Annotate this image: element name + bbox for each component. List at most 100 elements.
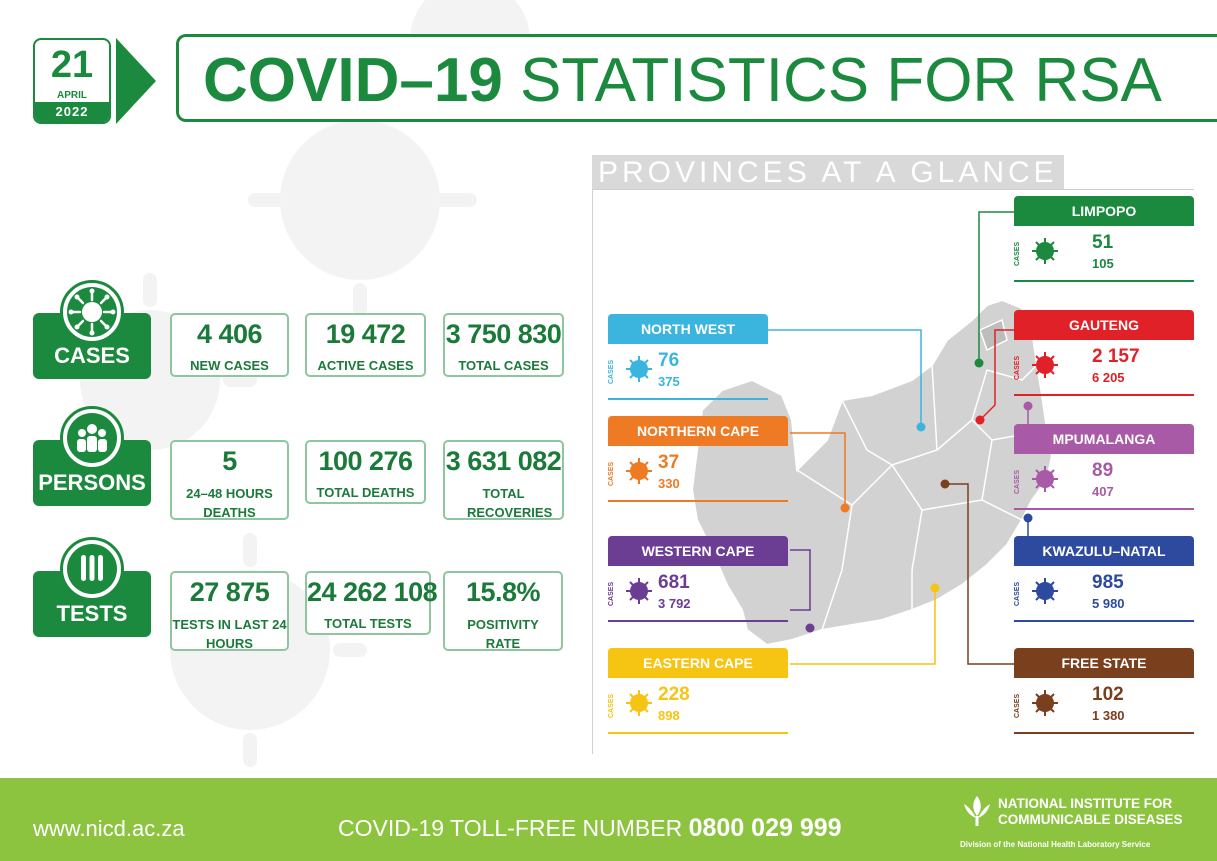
province-underline — [1014, 280, 1194, 282]
cases-vertical-label: CASES — [608, 461, 615, 487]
province-total: 330 — [658, 476, 680, 491]
province-name: FREE STATE — [1014, 648, 1194, 678]
persons-label: PERSONS — [38, 470, 146, 495]
org-name-line1: NATIONAL INSTITUTE FOR — [998, 796, 1173, 811]
province-name: GAUTENG — [1014, 310, 1194, 340]
total-deaths-caption: TOTAL DEATHS — [316, 485, 415, 500]
province-name: NORTHERN CAPE — [608, 416, 788, 446]
active-cases-value: 19 472 — [325, 319, 406, 349]
tests-label: TESTS — [56, 601, 128, 626]
tests-24h-value: 27 875 — [189, 577, 270, 607]
province-total: 5 980 — [1092, 596, 1125, 611]
total-deaths-box: 100 276 TOTAL DEATHS — [305, 440, 426, 504]
tests-24h-caption: TESTS IN LAST 24 HOURS — [172, 617, 287, 651]
new-cases-caption: NEW CASES — [190, 358, 269, 373]
province-card-kwazulu-natal: KWAZULU–NATAL CASES 985 5 980 — [1014, 536, 1194, 646]
total-tests-value: 24 262 108 — [307, 577, 438, 607]
virus-icon — [1032, 578, 1058, 604]
province-name: EASTERN CAPE — [608, 648, 788, 678]
toll-free-label: COVID-19 TOLL-FREE NUMBER — [338, 815, 683, 841]
province-total: 375 — [658, 374, 680, 389]
total-cases-caption: TOTAL CASES — [458, 358, 549, 373]
cases-vertical-label: CASES — [1014, 241, 1021, 267]
province-card-free-state: FREE STATE CASES 102 1 380 — [1014, 648, 1194, 758]
province-new-cases: 76 — [658, 350, 680, 371]
province-card-north-west: NORTH WEST CASES 76 375 — [608, 314, 768, 424]
positivity-value: 15.8% — [465, 577, 541, 607]
cases-label: CASES — [54, 343, 130, 368]
cases-vertical-label: CASES — [1014, 581, 1021, 607]
virus-icon — [626, 458, 652, 484]
org-division: Division of the National Health Laborato… — [960, 840, 1151, 849]
date-year: 2022 — [35, 102, 109, 122]
title-banner: COVID–19 STATISTICS FOR RSA — [176, 34, 1217, 122]
province-total: 6 205 — [1092, 370, 1125, 385]
virus-icon — [1032, 466, 1058, 492]
province-new-cases: 2 157 — [1092, 346, 1140, 367]
province-underline — [1014, 394, 1194, 396]
province-total: 898 — [658, 708, 680, 723]
virus-icon — [626, 356, 652, 382]
nicd-logo-icon — [964, 796, 990, 826]
toll-free-line: COVID-19 TOLL-FREE NUMBER 0800 029 999 — [338, 814, 842, 843]
virus-icon — [1032, 352, 1058, 378]
virus-icon — [626, 690, 652, 716]
cases-vertical-label: CASES — [608, 693, 615, 719]
active-cases-caption: ACTIVE CASES — [317, 358, 414, 373]
province-underline — [608, 732, 788, 734]
virus-icon — [1032, 238, 1058, 264]
province-new-cases: 89 — [1092, 460, 1114, 481]
cases-vertical-label: CASES — [1014, 355, 1021, 381]
total-tests-box: 24 262 108 TOTAL TESTS — [305, 571, 438, 635]
virus-icon — [1032, 690, 1058, 716]
province-name: WESTERN CAPE — [608, 536, 788, 566]
province-underline — [608, 398, 768, 400]
toll-free-number: 0800 029 999 — [688, 814, 842, 842]
cases-vertical-label: CASES — [608, 581, 615, 607]
province-name: MPUMALANGA — [1014, 424, 1194, 454]
province-underline — [1014, 620, 1194, 622]
province-new-cases: 102 — [1092, 684, 1124, 705]
province-name: KWAZULU–NATAL — [1014, 536, 1194, 566]
recent-deaths-box: 5 24–48 HOURS DEATHS — [170, 440, 289, 520]
date-day: 21 — [50, 44, 94, 86]
province-card-northern-cape: NORTHERN CAPE CASES 37 330 — [608, 416, 788, 526]
virus-icon — [626, 578, 652, 604]
province-underline — [1014, 508, 1194, 510]
website-link[interactable]: www.nicd.ac.za — [33, 816, 185, 841]
test-tubes-icon — [60, 537, 124, 601]
cases-vertical-label: CASES — [1014, 693, 1021, 719]
page-title: COVID–19 STATISTICS FOR RSA — [203, 43, 1162, 119]
province-card-eastern-cape: EASTERN CAPE CASES 228 898 — [608, 648, 788, 758]
title-bold: COVID–19 — [203, 46, 503, 115]
total-recoveries-value: 3 631 082 — [445, 446, 562, 476]
province-name: LIMPOPO — [1014, 196, 1194, 226]
positivity-caption: POSITIVITY RATE — [467, 617, 539, 651]
recent-deaths-value: 5 — [222, 446, 237, 476]
footer: www.nicd.ac.za COVID-19 TOLL-FREE NUMBER… — [0, 778, 1217, 861]
province-name: NORTH WEST — [608, 314, 768, 344]
total-cases-value: 3 750 830 — [445, 319, 562, 349]
province-underline — [1014, 732, 1194, 734]
province-total: 1 380 — [1092, 708, 1125, 723]
positivity-box: 15.8% POSITIVITY RATE — [443, 571, 563, 651]
province-card-mpumalanga: MPUMALANGA CASES 89 407 — [1014, 424, 1194, 534]
province-new-cases: 228 — [658, 684, 690, 705]
new-cases-value: 4 406 — [196, 319, 263, 349]
tests-24h-box: 27 875 TESTS IN LAST 24 HOURS — [170, 571, 289, 651]
province-total: 105 — [1092, 256, 1114, 271]
new-cases-box: 4 406 NEW CASES — [170, 313, 289, 377]
org-name: NATIONAL INSTITUTE FOR COMMUNICABLE DISE… — [998, 796, 1183, 828]
provinces-rule — [592, 189, 1194, 190]
provinces-heading: PROVINCES AT A GLANCE — [592, 155, 1064, 189]
total-cases-box: 3 750 830 TOTAL CASES — [443, 313, 564, 377]
province-total: 3 792 — [658, 596, 691, 611]
province-underline — [608, 500, 788, 502]
org-name-line2: COMMUNICABLE DISEASES — [998, 812, 1183, 827]
title-rest: STATISTICS FOR RSA — [520, 46, 1162, 115]
provinces-vertical-rule — [592, 189, 593, 754]
province-card-gauteng: GAUTENG CASES 2 157 6 205 — [1014, 310, 1194, 420]
total-recoveries-box: 3 631 082 TOTAL RECOVERIES — [443, 440, 564, 520]
active-cases-box: 19 472 ACTIVE CASES — [305, 313, 426, 377]
province-new-cases: 51 — [1092, 232, 1114, 253]
